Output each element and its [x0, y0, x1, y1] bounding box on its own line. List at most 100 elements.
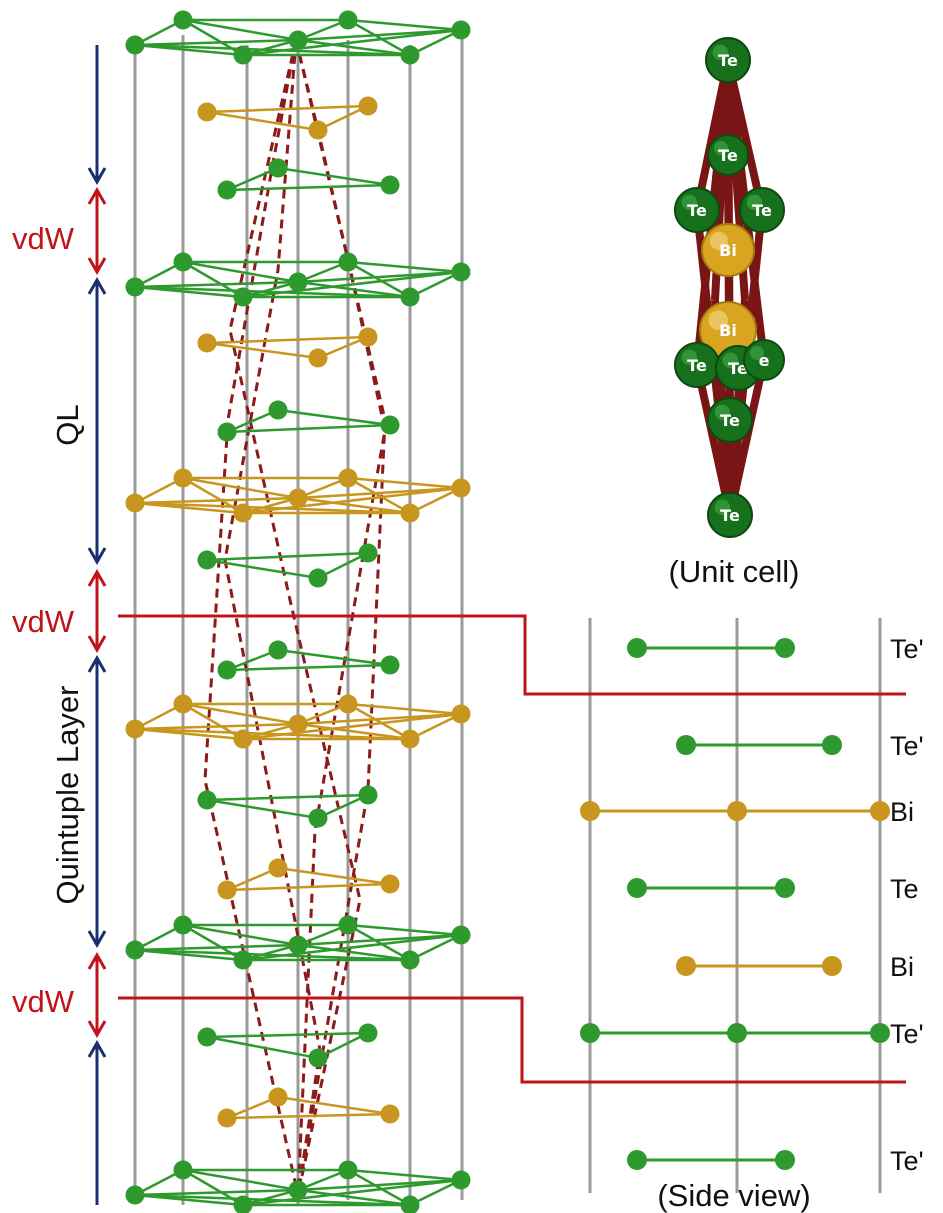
side-view-atom [822, 956, 842, 976]
atom [380, 1104, 400, 1124]
atom [125, 1185, 145, 1205]
atom [125, 35, 145, 55]
atom [338, 10, 358, 30]
side-view-label-4: Te [890, 874, 919, 904]
side-view-atom [822, 735, 842, 755]
atom [451, 20, 471, 40]
side-view-label-5: Bi [890, 952, 914, 982]
atom [233, 287, 253, 307]
atom [308, 348, 328, 368]
atom-te-4: Te [739, 187, 785, 233]
side-view-label-2: Te' [890, 731, 924, 761]
atom [338, 468, 358, 488]
unit-cell-caption: (Unit cell) [669, 554, 800, 589]
atom [358, 785, 378, 805]
atom [338, 694, 358, 714]
atom [268, 1087, 288, 1107]
atom [125, 493, 145, 513]
tri-layer-bi-3 [217, 858, 400, 900]
atom [288, 488, 308, 508]
vdw-boundary-line-upper [118, 614, 906, 696]
atom-te-7: e [743, 339, 785, 381]
tri-layer-bi-1 [197, 96, 378, 140]
atom [308, 808, 328, 828]
atom [380, 655, 400, 675]
atom-te-3-label: Te [687, 201, 707, 220]
atom [197, 102, 217, 122]
hex-layer-te-4 [125, 1160, 471, 1213]
atom-te-9-label: Te [720, 506, 740, 525]
tri-layer-te-1 [217, 158, 400, 200]
side-view-layer-5: Bi [676, 952, 914, 982]
atom [358, 543, 378, 563]
atom [233, 950, 253, 970]
vdw-label-mid: vdW [12, 604, 75, 639]
side-view-atom [775, 878, 795, 898]
atom [338, 252, 358, 272]
side-view-layer-4: Te [627, 874, 919, 904]
ql-arrow [87, 276, 107, 566]
atom [197, 790, 217, 810]
side-view-layer-1: Te' [627, 634, 924, 664]
side-view-label-7: Te' [890, 1146, 924, 1176]
atom [451, 704, 471, 724]
vdw-arrow-top [87, 186, 107, 276]
atomic-layers [125, 10, 471, 1213]
atom [338, 1160, 358, 1180]
vdw-label-top: vdW [12, 221, 75, 256]
ql-arrow-bottom-segment [87, 1039, 107, 1205]
vdw-boundary-line-lower [118, 996, 906, 1084]
atom [173, 252, 193, 272]
atom [233, 503, 253, 523]
ql-label: QL [50, 404, 85, 445]
atom [268, 858, 288, 878]
atom-te-6-label: Te [728, 359, 748, 378]
atom [380, 874, 400, 894]
side-view-label-6: Te' [890, 1019, 924, 1049]
hex-layer-bi-1 [125, 468, 471, 523]
atom [288, 714, 308, 734]
atom-te-2: Te [707, 134, 749, 176]
vdw-label-bottom: vdW [12, 984, 75, 1019]
lattice-vertical-lines [133, 35, 464, 1205]
atom [173, 468, 193, 488]
side-view-atom [627, 1150, 647, 1170]
atom-te-3: Te [674, 187, 720, 233]
atom [173, 915, 193, 935]
side-view-atom [775, 1150, 795, 1170]
side-view-atom [775, 638, 795, 658]
tri-layer-te-2 [217, 400, 400, 442]
atom [233, 1195, 253, 1213]
atom [451, 262, 471, 282]
side-view-layer-6: Te' [580, 1019, 924, 1049]
side-view-atom [676, 956, 696, 976]
atom [197, 333, 217, 353]
layer-arrows [87, 45, 107, 1205]
atom [288, 272, 308, 292]
atom-te-8: Te [707, 397, 753, 443]
side-view-atom [870, 1023, 890, 1043]
atom [400, 503, 420, 523]
atom-bi-1-label: Bi [719, 241, 737, 260]
atom [173, 694, 193, 714]
side-view-atom [580, 1023, 600, 1043]
atom-te-5: Te [674, 342, 720, 388]
side-view-label-3: Bi [890, 797, 914, 827]
dashed-bond-1 [203, 39, 300, 1196]
atom [338, 915, 358, 935]
atom [358, 327, 378, 347]
atom [268, 400, 288, 420]
side-view-atom [627, 638, 647, 658]
side-view-atom [627, 878, 647, 898]
side-view-diagram: Te' Te' Bi Te Bi Te' Te' [580, 618, 924, 1193]
side-view-atom [676, 735, 696, 755]
atom [400, 950, 420, 970]
atom [451, 1170, 471, 1190]
atom-bi-2: Bi [699, 301, 757, 359]
tri-layer-te-3 [197, 543, 378, 588]
atom-te-1: Te [705, 37, 751, 83]
atom [217, 660, 237, 680]
atom [358, 1023, 378, 1043]
atom [451, 925, 471, 945]
